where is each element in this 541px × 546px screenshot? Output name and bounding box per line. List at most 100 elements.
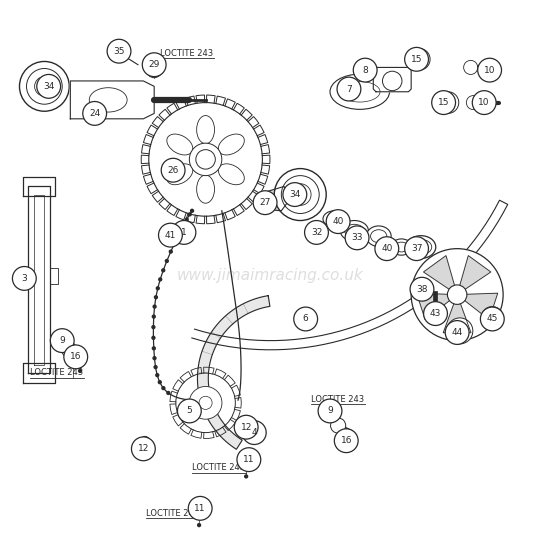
- Ellipse shape: [167, 134, 193, 155]
- Circle shape: [411, 248, 503, 341]
- Circle shape: [410, 277, 434, 301]
- Circle shape: [27, 68, 62, 104]
- Circle shape: [244, 474, 248, 479]
- Circle shape: [50, 329, 74, 353]
- Circle shape: [283, 183, 307, 206]
- Circle shape: [188, 496, 212, 520]
- Circle shape: [405, 237, 428, 260]
- Circle shape: [239, 450, 254, 466]
- Circle shape: [196, 150, 215, 169]
- Circle shape: [131, 437, 155, 461]
- Text: 4: 4: [252, 428, 257, 437]
- Text: 11: 11: [194, 504, 206, 513]
- Circle shape: [234, 416, 258, 439]
- Circle shape: [19, 62, 69, 111]
- Text: 15: 15: [411, 55, 423, 64]
- Ellipse shape: [410, 240, 432, 254]
- Circle shape: [154, 295, 158, 299]
- Bar: [174, 232, 184, 238]
- Ellipse shape: [345, 224, 364, 238]
- Ellipse shape: [197, 175, 214, 203]
- Circle shape: [408, 49, 430, 70]
- Circle shape: [161, 268, 166, 272]
- Text: 9: 9: [327, 406, 333, 416]
- Circle shape: [35, 76, 54, 96]
- Circle shape: [158, 277, 162, 282]
- Circle shape: [445, 321, 469, 345]
- Circle shape: [192, 499, 207, 514]
- Circle shape: [481, 306, 503, 328]
- Circle shape: [326, 210, 350, 234]
- Circle shape: [181, 224, 185, 228]
- Ellipse shape: [406, 236, 436, 258]
- Ellipse shape: [323, 211, 346, 227]
- Circle shape: [151, 325, 156, 329]
- Circle shape: [452, 323, 467, 339]
- Circle shape: [188, 212, 192, 217]
- Circle shape: [153, 66, 157, 70]
- Circle shape: [189, 387, 222, 419]
- Circle shape: [107, 39, 131, 63]
- Circle shape: [466, 96, 480, 110]
- Text: 16: 16: [340, 436, 352, 445]
- Text: 40: 40: [381, 244, 393, 253]
- Circle shape: [83, 102, 107, 126]
- Circle shape: [199, 396, 212, 410]
- Circle shape: [424, 302, 447, 325]
- Ellipse shape: [330, 74, 390, 109]
- Circle shape: [437, 92, 459, 114]
- Text: 35: 35: [113, 47, 125, 56]
- Circle shape: [64, 345, 88, 369]
- Circle shape: [71, 361, 75, 366]
- Text: 32: 32: [311, 228, 322, 237]
- Text: LOCTITE 243: LOCTITE 243: [192, 463, 245, 472]
- Text: 10: 10: [484, 66, 496, 75]
- Circle shape: [464, 61, 478, 74]
- Circle shape: [153, 305, 157, 308]
- Circle shape: [166, 391, 170, 395]
- Circle shape: [170, 367, 241, 438]
- Circle shape: [153, 356, 157, 360]
- Circle shape: [237, 448, 261, 472]
- Circle shape: [78, 369, 82, 373]
- Polygon shape: [192, 200, 507, 350]
- Circle shape: [382, 71, 402, 91]
- Circle shape: [345, 226, 369, 250]
- Ellipse shape: [322, 402, 332, 417]
- Circle shape: [161, 158, 185, 182]
- Text: 6: 6: [303, 314, 308, 323]
- Circle shape: [289, 184, 311, 205]
- Circle shape: [177, 399, 201, 423]
- Text: 8: 8: [362, 66, 368, 75]
- Text: 34: 34: [289, 190, 301, 199]
- Polygon shape: [23, 363, 55, 383]
- Polygon shape: [457, 293, 498, 319]
- Circle shape: [184, 217, 189, 222]
- Circle shape: [318, 399, 342, 423]
- Ellipse shape: [340, 81, 380, 102]
- Circle shape: [141, 95, 270, 224]
- Polygon shape: [23, 177, 55, 196]
- Circle shape: [472, 91, 496, 115]
- Circle shape: [189, 143, 222, 176]
- Circle shape: [332, 412, 337, 416]
- Circle shape: [110, 43, 126, 60]
- Circle shape: [331, 418, 346, 433]
- Ellipse shape: [54, 331, 63, 347]
- Ellipse shape: [167, 164, 193, 185]
- Circle shape: [305, 221, 328, 244]
- Text: 33: 33: [351, 233, 363, 242]
- Ellipse shape: [219, 134, 245, 155]
- Circle shape: [161, 386, 166, 390]
- Text: 5: 5: [187, 406, 192, 416]
- Text: 11: 11: [243, 455, 255, 464]
- Text: 29: 29: [148, 60, 160, 69]
- Circle shape: [151, 314, 156, 319]
- Circle shape: [151, 336, 156, 340]
- Bar: [433, 291, 437, 319]
- Text: 38: 38: [416, 284, 428, 294]
- Polygon shape: [70, 81, 154, 119]
- Ellipse shape: [394, 242, 408, 252]
- Circle shape: [281, 176, 319, 213]
- Circle shape: [147, 63, 162, 78]
